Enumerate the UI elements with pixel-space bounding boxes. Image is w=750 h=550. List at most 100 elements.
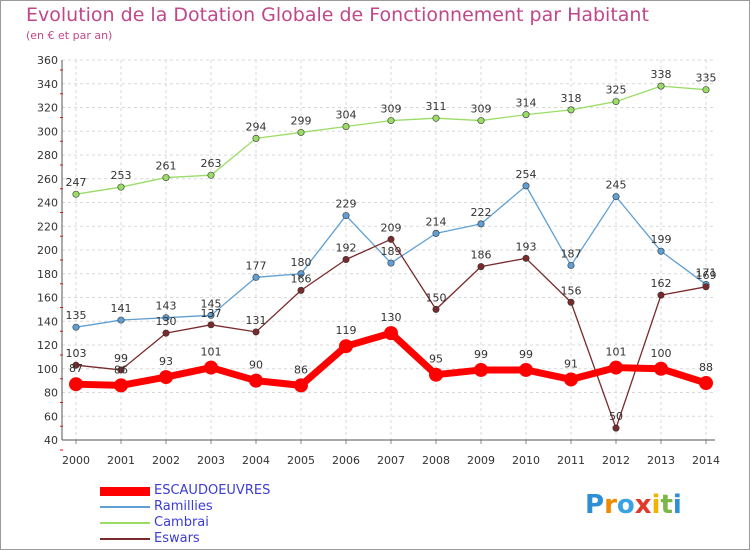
data-point-ramillies bbox=[432, 229, 440, 237]
data-label-escaudoeuvres: 88 bbox=[699, 361, 713, 374]
data-label-escaudoeuvres: 87 bbox=[69, 362, 83, 375]
x-tick-label: 2012 bbox=[602, 454, 630, 467]
chart-subtitle: (en € et par an) bbox=[26, 29, 113, 42]
legend-swatch-eswars bbox=[100, 538, 150, 540]
data-point-escaudoeuvres bbox=[564, 372, 578, 387]
proxiti-logo[interactable]: Proxiti bbox=[585, 490, 682, 520]
y-tick-label: 280 bbox=[37, 149, 58, 162]
data-label-eswars: 169 bbox=[696, 269, 717, 282]
data-point-eswars bbox=[72, 361, 80, 369]
data-label-ramillies: 171 bbox=[696, 266, 717, 279]
data-label-eswars: 162 bbox=[651, 277, 672, 290]
data-label-cambrai: 247 bbox=[66, 176, 87, 189]
data-point-eswars bbox=[477, 263, 485, 271]
legend-swatch-cambrai bbox=[100, 522, 150, 524]
data-label-ramillies: 177 bbox=[246, 259, 267, 272]
data-label-escaudoeuvres: 90 bbox=[249, 359, 263, 372]
data-label-cambrai: 335 bbox=[696, 72, 717, 85]
data-label-cambrai: 338 bbox=[651, 68, 672, 81]
legend-label: ESCAUDOEUVRES bbox=[154, 483, 271, 498]
data-point-ramillies bbox=[162, 314, 170, 322]
data-label-cambrai: 325 bbox=[606, 84, 627, 97]
data-point-escaudoeuvres bbox=[339, 339, 353, 354]
y-tick-label: 340 bbox=[37, 78, 58, 91]
legend-swatch-escaudoeuvres bbox=[100, 487, 150, 496]
legend-item-escaudoeuvres: ESCAUDOEUVRES bbox=[100, 483, 320, 498]
data-point-escaudoeuvres bbox=[609, 360, 623, 375]
data-point-eswars bbox=[117, 366, 125, 374]
y-tick-label: 60 bbox=[44, 410, 58, 423]
data-label-ramillies: 187 bbox=[561, 247, 582, 260]
x-tick-label: 2010 bbox=[512, 454, 540, 467]
y-tick-label: 120 bbox=[37, 339, 58, 352]
data-label-cambrai: 318 bbox=[561, 92, 582, 105]
data-point-cambrai bbox=[477, 117, 485, 125]
data-label-cambrai: 311 bbox=[426, 100, 447, 113]
y-tick-label: 180 bbox=[37, 268, 58, 281]
data-label-cambrai: 299 bbox=[291, 114, 312, 127]
data-label-escaudoeuvres: 100 bbox=[651, 347, 672, 360]
data-label-eswars: 193 bbox=[516, 240, 537, 253]
data-point-ramillies bbox=[117, 316, 125, 324]
x-tick-label: 2003 bbox=[197, 454, 225, 467]
data-point-cambrai bbox=[387, 117, 395, 125]
data-label-cambrai: 309 bbox=[381, 103, 402, 116]
x-tick-label: 2008 bbox=[422, 454, 450, 467]
data-label-eswars: 103 bbox=[66, 347, 87, 360]
data-point-eswars bbox=[567, 298, 575, 306]
data-point-eswars bbox=[522, 254, 530, 262]
data-label-cambrai: 261 bbox=[156, 160, 177, 173]
data-point-eswars bbox=[432, 305, 440, 313]
data-point-cambrai bbox=[207, 171, 215, 179]
legend-label: Eswars bbox=[154, 531, 200, 546]
data-point-cambrai bbox=[567, 106, 575, 114]
data-label-escaudoeuvres: 119 bbox=[336, 324, 357, 337]
y-tick-label: 100 bbox=[37, 363, 58, 376]
y-tick-label: 260 bbox=[37, 173, 58, 186]
x-tick-label: 2004 bbox=[242, 454, 270, 467]
x-tick-label: 2001 bbox=[107, 454, 135, 467]
data-label-cambrai: 314 bbox=[516, 97, 537, 110]
data-point-escaudoeuvres bbox=[384, 326, 398, 341]
data-label-escaudoeuvres: 93 bbox=[159, 355, 173, 368]
data-point-ramillies bbox=[342, 212, 350, 220]
data-point-eswars bbox=[252, 328, 260, 336]
legend-label: Cambrai bbox=[154, 515, 209, 530]
data-point-eswars bbox=[657, 291, 665, 299]
data-point-escaudoeuvres bbox=[69, 377, 83, 392]
data-point-cambrai bbox=[72, 190, 80, 198]
legend-item-cambrai: Cambrai bbox=[100, 515, 320, 530]
y-tick-label: 300 bbox=[37, 125, 58, 138]
chart-title: Evolution de la Dotation Globale de Fonc… bbox=[26, 4, 649, 26]
data-point-ramillies bbox=[657, 247, 665, 255]
data-label-ramillies: 143 bbox=[156, 300, 177, 313]
data-label-cambrai: 309 bbox=[471, 103, 492, 116]
data-point-cambrai bbox=[702, 86, 710, 94]
y-tick-label: 140 bbox=[37, 315, 58, 328]
data-point-escaudoeuvres bbox=[249, 373, 263, 388]
data-point-escaudoeuvres bbox=[654, 361, 668, 376]
logo-letter: r bbox=[604, 490, 617, 520]
y-tick-label: 360 bbox=[37, 54, 58, 67]
data-point-escaudoeuvres bbox=[699, 376, 713, 390]
x-tick-label: 2009 bbox=[467, 454, 495, 467]
data-point-escaudoeuvres bbox=[159, 370, 173, 385]
data-point-cambrai bbox=[522, 111, 530, 119]
data-label-ramillies: 254 bbox=[516, 168, 537, 181]
data-point-ramillies bbox=[567, 261, 575, 269]
y-tick-label: 320 bbox=[37, 102, 58, 115]
data-label-eswars: 209 bbox=[381, 221, 402, 234]
data-label-ramillies: 229 bbox=[336, 198, 357, 211]
data-point-cambrai bbox=[297, 128, 305, 136]
legend-item-ramillies: Ramillies bbox=[100, 499, 320, 514]
logo-letter: t bbox=[660, 490, 673, 520]
x-tick-label: 2005 bbox=[287, 454, 315, 467]
data-point-cambrai bbox=[432, 114, 440, 122]
data-point-escaudoeuvres bbox=[474, 362, 488, 377]
data-label-eswars: 150 bbox=[426, 291, 447, 304]
y-tick-label: 160 bbox=[37, 292, 58, 305]
data-point-escaudoeuvres bbox=[519, 362, 533, 377]
data-label-eswars: 50 bbox=[609, 410, 623, 423]
logo-letter: P bbox=[585, 490, 605, 520]
x-tick-label: 2013 bbox=[647, 454, 675, 467]
